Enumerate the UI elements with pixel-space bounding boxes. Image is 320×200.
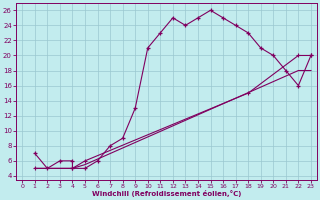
X-axis label: Windchill (Refroidissement éolien,°C): Windchill (Refroidissement éolien,°C)	[92, 190, 241, 197]
